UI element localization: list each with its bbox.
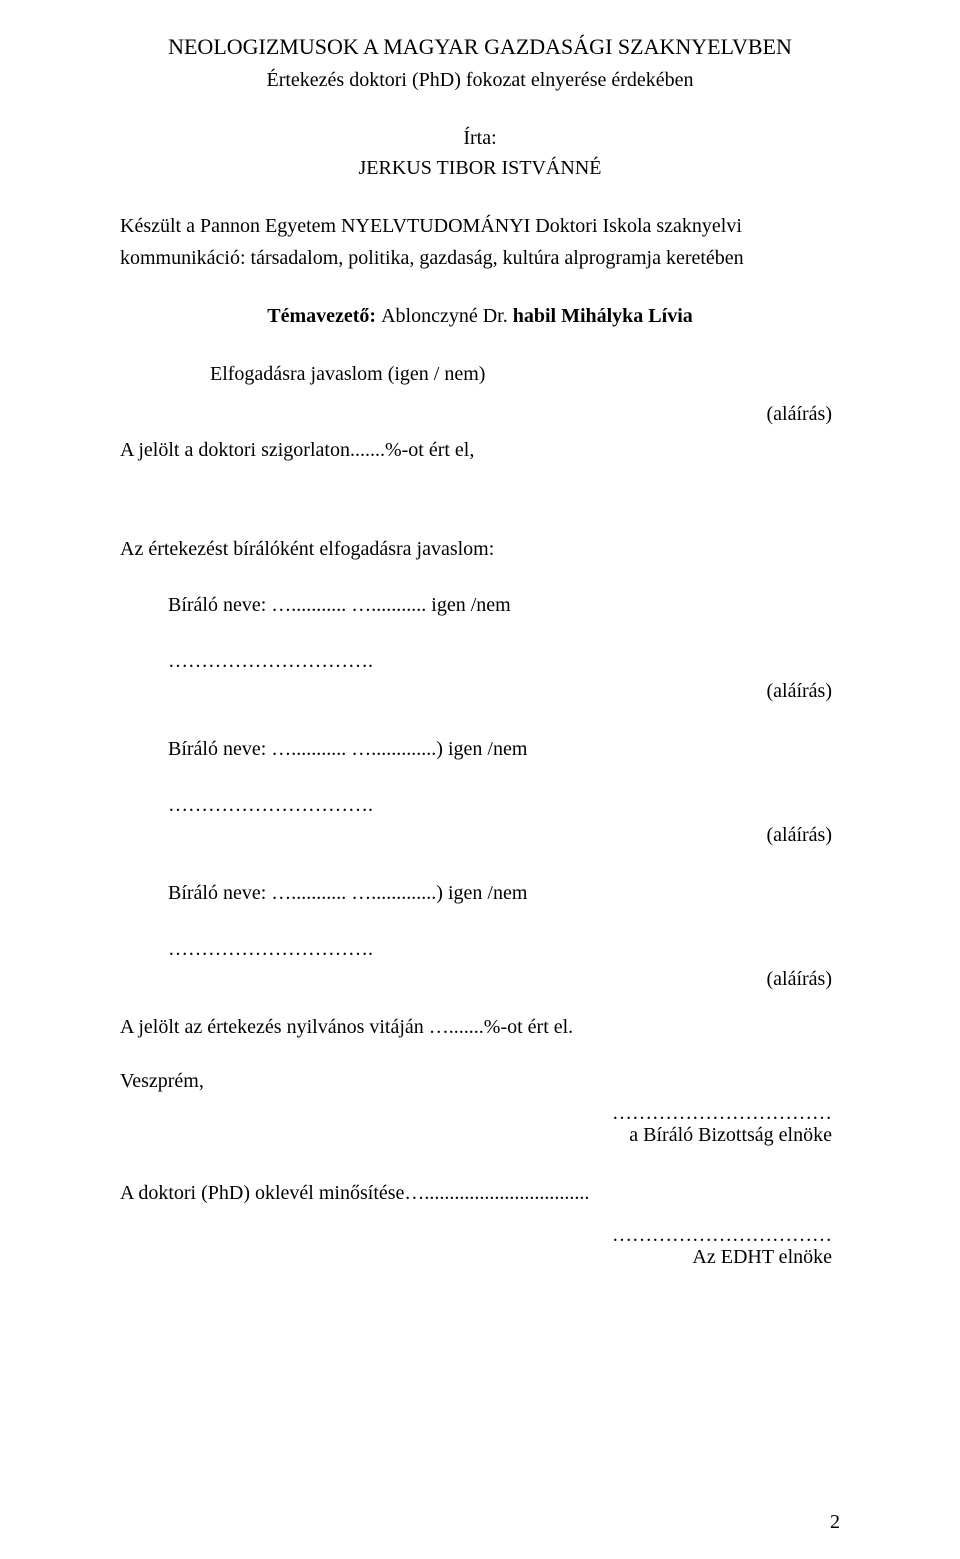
reviewer-block-2: Bíráló neve: …........... ….............…: [120, 734, 840, 850]
proposal-line: Elfogadásra javaslom (igen / nem): [210, 359, 840, 389]
signature-4: (aláírás): [120, 964, 840, 994]
public-defense-line: A jelölt az értekezés nyilvános vitáján …: [120, 1012, 840, 1042]
author-label: Írta:: [120, 123, 840, 153]
supervisor-label: Témavezető:: [267, 305, 381, 327]
page-subtitle: Értekezés doktori (PhD) fokozat elnyerés…: [120, 65, 840, 95]
reviewer-block-1: Bíráló neve: …........... …........... i…: [120, 590, 840, 706]
prepared-line-1: Készült a Pannon Egyetem NYELVTUDOMÁNYI …: [120, 211, 840, 241]
reviewer-name-1: Bíráló neve: …........... …........... i…: [168, 590, 840, 620]
signature-1: (aláírás): [120, 399, 840, 429]
reviewer-block-3: Bíráló neve: …........... ….............…: [120, 878, 840, 994]
edht-president: Az EDHT elnöke: [120, 1242, 840, 1272]
signature-2: (aláírás): [120, 676, 840, 706]
committee-president: a Bíráló Bizottság elnöke: [120, 1120, 840, 1150]
prepared-line-2: kommunikáció: társadalom, politika, gazd…: [120, 243, 840, 273]
supervisor-line: Témavezető: Ablonczyné Dr. habil Mihályk…: [120, 301, 840, 331]
reviewer-section-title: Az értekezést bírálóként elfogadásra jav…: [120, 534, 840, 564]
reviewer-dots-3: ………………………….: [168, 934, 840, 964]
degree-line: A doktori (PhD) oklevél minősítése….....…: [120, 1178, 840, 1208]
reviewer-name-2: Bíráló neve: …........... ….............…: [168, 734, 840, 764]
page-title: NEOLOGIZMUSOK A MAGYAR GAZDASÁGI SZAKNYE…: [120, 30, 840, 63]
supervisor-name-normal: Ablonczyné Dr.: [381, 305, 508, 327]
candidate-result-line: A jelölt a doktori szigorlaton.......%-o…: [120, 435, 840, 465]
supervisor-name-bold: habil Mihályka Lívia: [508, 305, 693, 327]
reviewer-dots-1: ………………………….: [168, 646, 840, 676]
reviewer-dots-2: ………………………….: [168, 790, 840, 820]
signature-3: (aláírás): [120, 820, 840, 850]
author-name: JERKUS TIBOR ISTVÁNNÉ: [120, 153, 840, 183]
reviewer-name-3: Bíráló neve: …........... ….............…: [168, 878, 840, 908]
veszprem-line: Veszprém,: [120, 1066, 840, 1096]
page-number: 2: [830, 1507, 840, 1537]
